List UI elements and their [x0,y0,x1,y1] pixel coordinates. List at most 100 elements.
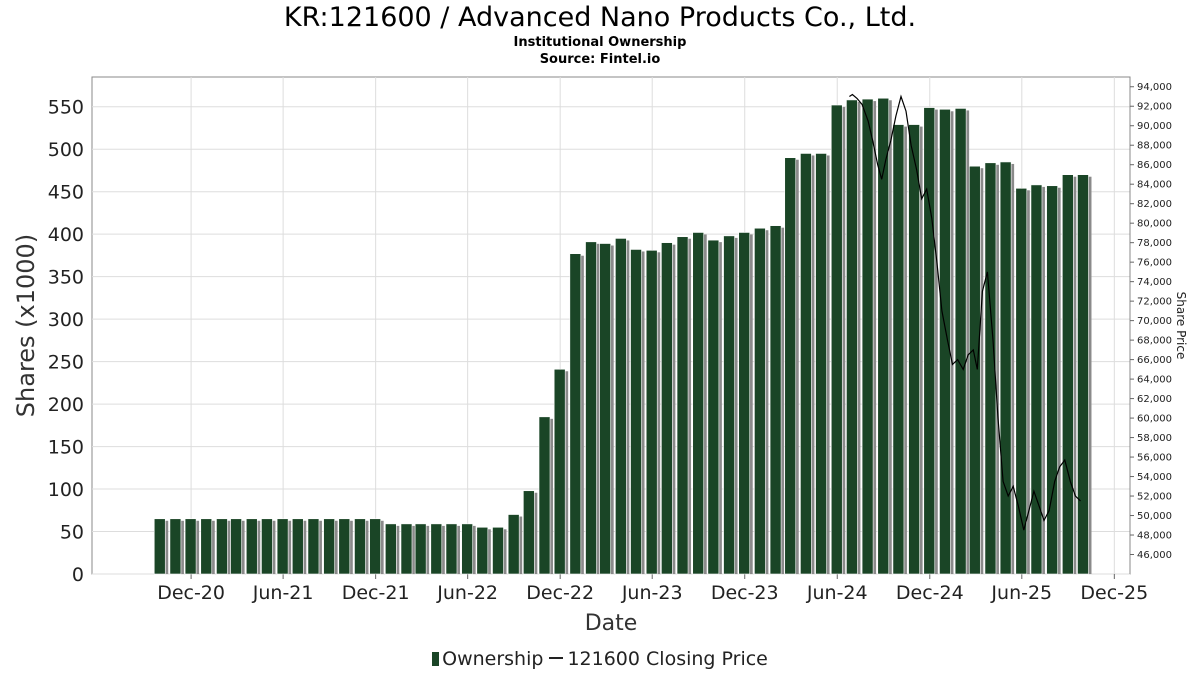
ownership-bar [261,518,273,575]
ownership-bar [338,518,351,575]
ownership-bar [507,514,520,575]
y2-axis-title: Share Price [1174,292,1188,360]
y2-tick-label: 92,000 [1137,102,1172,113]
x-tick-label: Dec-25 [1080,582,1148,604]
y-tick-label: 50 [60,522,84,544]
ownership-bar [692,232,705,575]
ownership-bar [892,124,905,575]
y2-tick-label: 84,000 [1137,180,1172,191]
chart-subtitle: Institutional Ownership [513,35,687,50]
legend-price-label: 121600 Closing Price [567,648,768,670]
ownership-bar [430,523,443,575]
ownership-bar [200,518,213,575]
y-tick-label: 450 [48,182,84,204]
y2-tick-label: 68,000 [1137,336,1172,347]
y-tick-label: 0 [72,564,84,586]
y2-tick-label: 54,000 [1137,472,1172,483]
y2-tick-label: 50,000 [1137,511,1172,522]
y-tick-label: 350 [48,267,84,289]
x-tick-label: Dec-22 [526,582,594,604]
y-axis-title: Shares (x1000) [12,234,40,417]
y-tick-label: 200 [48,394,84,416]
ownership-bar [461,523,473,575]
y2-tick-label: 88,000 [1137,141,1172,152]
x-tick-label: Dec-23 [711,582,779,604]
ownership-bar [645,250,658,575]
y-tick-label: 100 [48,479,84,501]
price-line [849,93,1081,531]
y2-tick-label: 80,000 [1137,219,1172,230]
y2-tick-label: 60,000 [1137,414,1172,425]
ownership-bar [585,241,597,575]
y2-tick-label: 64,000 [1137,375,1172,386]
y-tick-label: 400 [48,224,84,246]
ownership-bar [184,518,197,575]
ownership-bar [369,518,381,575]
ownership-bar [169,518,182,575]
ownership-bar [939,108,951,575]
ownership-bar [230,518,242,575]
ownership-bar [999,161,1012,575]
ownership-bar [784,157,797,575]
ownership-bar [800,153,812,575]
ownership-bar [445,523,458,575]
ownership-bar [553,368,566,575]
ownership-bar [276,518,289,575]
y2-tick-label: 76,000 [1137,258,1172,269]
ownership-bar [1046,185,1058,575]
ownership-bar [291,518,304,575]
x-tick-label: Dec-24 [896,582,964,604]
ownership-bar [354,518,366,575]
ownership-bar [769,225,782,575]
y2-tick-label: 56,000 [1137,453,1172,464]
ownership-bar [954,108,967,575]
x-tick-label: Jun-23 [621,582,683,604]
ownership-bar [414,523,427,575]
ownership-bar [492,526,504,575]
chart-legend: Ownership 121600 Closing Price [0,647,1200,671]
legend-ownership-label: Ownership [442,648,544,670]
x-tick-label: Jun-24 [806,582,868,604]
y-tick-label: 300 [48,309,84,331]
y2-tick-label: 58,000 [1137,433,1172,444]
ownership-bar [1030,184,1043,575]
ownership-bar [861,98,874,575]
ownership-bar [323,518,335,575]
y2-tick-label: 82,000 [1137,199,1172,210]
ownership-bar [153,518,166,575]
ownership-bar [538,416,551,575]
ownership-bar [569,253,582,575]
y2-tick-label: 72,000 [1137,297,1172,308]
ownership-bar [385,523,397,575]
ownership-bar [476,526,489,575]
y2-tick-label: 74,000 [1137,277,1172,288]
ownership-bar [1077,174,1089,575]
y2-tick-label: 86,000 [1137,160,1172,171]
y2-tick-label: 66,000 [1137,355,1172,366]
ownership-bar [661,242,673,575]
chart-title: KR:121600 / Advanced Nano Products Co., … [283,2,917,33]
ownership-bar [1015,187,1028,575]
ownership-bar [754,227,766,575]
y2-tick-label: 52,000 [1137,492,1172,503]
ownership-bar [615,238,627,575]
ownership-bar [923,107,936,575]
y2-tick-label: 46,000 [1137,550,1172,561]
y2-tick-label: 78,000 [1137,238,1172,249]
ownership-bar [523,490,535,575]
x-tick-label: Jun-21 [252,582,314,604]
ownership-bar [908,124,920,575]
ownership-bar [877,97,890,575]
ownership-bar [846,99,858,575]
y-tick-label: 150 [48,437,84,459]
ownership-bar [216,518,228,575]
chart-source: Source: Fintel.io [539,52,661,67]
y2-tick-label: 94,000 [1137,82,1172,93]
ownership-bar [738,232,751,575]
y2-tick-label: 70,000 [1137,316,1172,327]
ownership-bar [400,523,413,575]
ownership-bar [1062,174,1074,575]
ownership-bar [707,239,720,575]
legend-price-swatch [549,657,564,659]
ownership-bar [307,518,320,575]
